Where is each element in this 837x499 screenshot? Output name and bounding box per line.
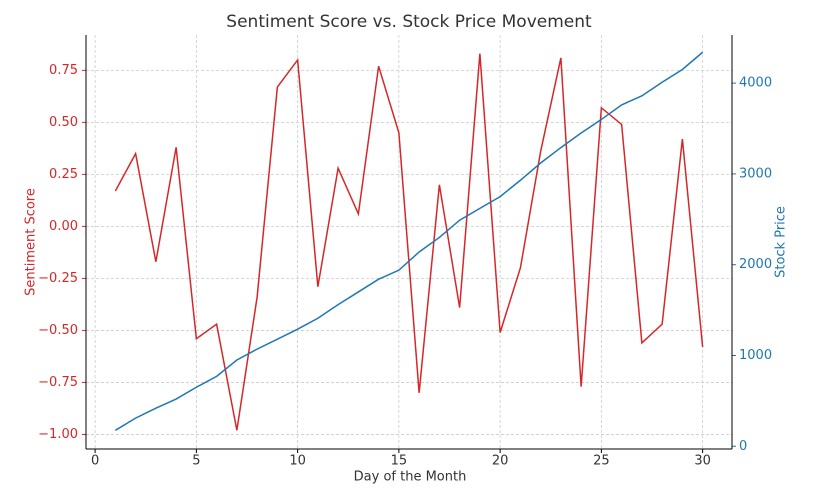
y2-axis-label: Stock Price [774,206,789,278]
y-tick-label: 0.50 [49,115,78,130]
x-tick-label: 0 [91,454,99,469]
x-tick-label: 15 [391,454,408,469]
y2-tick-label: 2000 [739,257,772,272]
y-tick-label: −0.50 [38,323,78,338]
x-tick-label: 30 [694,454,711,469]
x-axis-label: Day of the Month [354,470,467,485]
y-tick-label: 0.75 [49,63,78,78]
y-tick-label: −0.25 [38,271,78,286]
line-series [114,53,704,431]
x-tick-label: 20 [492,454,509,469]
x-tick-label: 25 [593,454,610,469]
line-series [114,51,704,431]
x-tick-label: 10 [289,454,306,469]
chart-title: Sentiment Score vs. Stock Price Movement [226,12,592,32]
y-tick-label: 0.00 [49,219,78,234]
y2-tick-label: 4000 [739,76,772,91]
x-tick-label: 5 [192,454,200,469]
y2-tick-label: 1000 [739,348,772,363]
y-tick-label: 0.25 [49,167,78,182]
y-axis-label: Sentiment Score [24,188,39,296]
y2-tick-label: 0 [739,439,747,454]
y-tick-label: −1.00 [38,427,78,442]
y2-tick-label: 3000 [739,166,772,181]
y-tick-label: −0.75 [38,375,78,390]
